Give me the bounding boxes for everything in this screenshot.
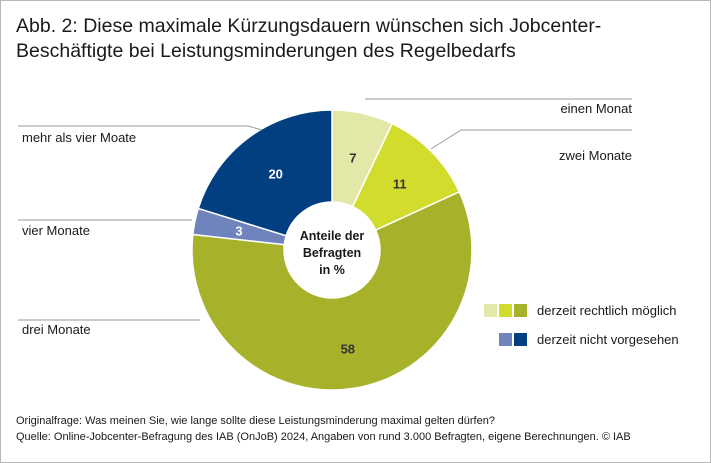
slice-category-label: vier Monate <box>22 223 90 238</box>
legend-swatch <box>499 304 512 317</box>
slice-category-label: einen Monat <box>560 101 632 116</box>
legend-label: derzeit rechtlich möglich <box>537 303 676 318</box>
slice-category-label: zwei Monate <box>559 148 632 163</box>
legend-swatch <box>499 333 512 346</box>
slice-value-label: 20 <box>268 166 282 181</box>
leader-line <box>430 129 632 150</box>
question-note: Originalfrage: Was meinen Sie, wie lange… <box>16 415 495 427</box>
center-label-line: Anteile der <box>300 229 365 243</box>
leader-line <box>18 125 263 131</box>
legend-swatch <box>514 333 527 346</box>
slice-value-label: 3 <box>235 224 242 239</box>
title-line-2: Beschäftigte bei Leistungsminderungen de… <box>16 40 516 62</box>
center-label-line: Befragten <box>303 246 361 260</box>
footnotes: Originalfrage: Was meinen Sie, wie lange… <box>16 413 631 445</box>
slice-category-label: mehr als vier Moate <box>22 130 136 145</box>
slice-value-label: 11 <box>393 176 407 191</box>
source-note: Quelle: Online-Jobcenter-Befragung des I… <box>16 431 631 443</box>
slice-category-label: drei Monate <box>22 322 91 337</box>
legend-swatch <box>484 304 497 317</box>
center-label-line: in % <box>319 263 345 277</box>
slice-value-label: 7 <box>349 150 356 165</box>
legend-swatch <box>514 304 527 317</box>
slice-value-label: 58 <box>341 342 355 357</box>
chart-title: Abb. 2: Diese maximale Kürzungsdauern wü… <box>16 14 696 64</box>
legend-label: derzeit nicht vorgesehen <box>537 332 679 347</box>
slice-2 <box>191 190 473 391</box>
title-line-1: Abb. 2: Diese maximale Kürzungsdauern wü… <box>16 15 602 37</box>
slice-4 <box>197 109 333 237</box>
